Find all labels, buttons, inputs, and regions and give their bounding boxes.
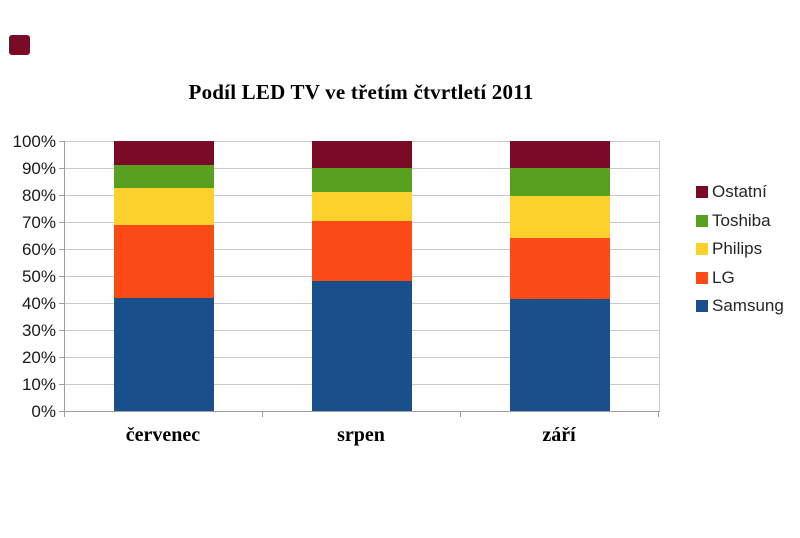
y-axis-tick-label: 100% [12,132,56,151]
y-tick-mark [59,222,64,223]
corner-mark [9,35,30,55]
legend-swatch-icon [696,243,708,255]
legend-swatch-icon [696,300,708,312]
legend-label: Philips [712,239,763,258]
bar-segment-srpen-LG [312,220,412,282]
y-tick-mark [59,195,64,196]
y-axis-tick-label: 70% [21,213,56,232]
legend-item-Toshiba: Toshiba [696,211,771,231]
x-axis-label-září: září [542,424,576,446]
y-axis-tick-label: 30% [21,321,56,340]
bar-segment-červenec-Philips [114,188,214,225]
x-tick-mark [460,412,461,417]
legend-label: LG [712,267,735,287]
y-axis-tick-label: 10% [21,375,56,394]
legend-item-Philips: Philips [696,239,762,259]
legend-label: Ostatní [712,182,767,201]
y-tick-mark [59,384,64,385]
legend-item-Samsung: Samsung [696,296,784,316]
bar-segment-červenec-LG [114,224,214,298]
legend-item-LG: LG [696,268,735,288]
y-axis-tick-label: 20% [21,348,56,367]
y-tick-mark [59,168,64,169]
bar-segment-září-Philips [510,196,610,239]
bar-segment-září-Toshiba [510,168,610,197]
x-axis-label-srpen: srpen [337,424,385,446]
y-axis-tick-label: 80% [21,186,56,205]
bar-segment-srpen-Ostatní [312,141,412,168]
bar-segment-září-LG [510,238,610,299]
bar-segment-srpen-Philips [312,192,412,221]
legend-label: Samsung [712,296,784,315]
bar-segment-červenec-Toshiba [114,165,214,189]
legend-item-Ostatní: Ostatní [696,182,767,202]
y-tick-mark [59,276,64,277]
y-axis-tick-label: 40% [21,294,56,313]
y-tick-mark [59,249,64,250]
bar-segment-srpen-Samsung [312,281,412,411]
bar-segment-září-Samsung [510,298,610,411]
plot-area [64,141,660,412]
x-tick-mark [262,412,263,417]
legend-label: Toshiba [712,210,771,230]
x-tick-mark [658,412,659,417]
y-tick-mark [59,303,64,304]
y-axis-tick-label: 90% [21,159,56,178]
legend-swatch-icon [696,214,708,227]
y-axis-tick-label: 60% [21,240,56,259]
y-tick-mark [59,330,64,331]
chart-title: Podíl LED TV ve třetím čtvrtletí 2011 [188,80,534,104]
bar-segment-červenec-Ostatní [114,141,214,166]
y-tick-mark [59,357,64,358]
y-axis-tick-label: 0% [31,402,56,421]
bar-segment-září-Ostatní [510,141,610,168]
legend-swatch-icon [696,271,708,284]
y-tick-mark [59,411,64,412]
x-tick-mark [64,412,65,417]
bar-segment-červenec-Samsung [114,297,214,411]
y-tick-mark [59,141,64,142]
legend-swatch-icon [696,186,708,198]
y-axis-tick-label: 50% [21,267,56,286]
bar-segment-srpen-Toshiba [312,168,412,193]
x-axis-label-červenec: červenec [125,424,201,446]
